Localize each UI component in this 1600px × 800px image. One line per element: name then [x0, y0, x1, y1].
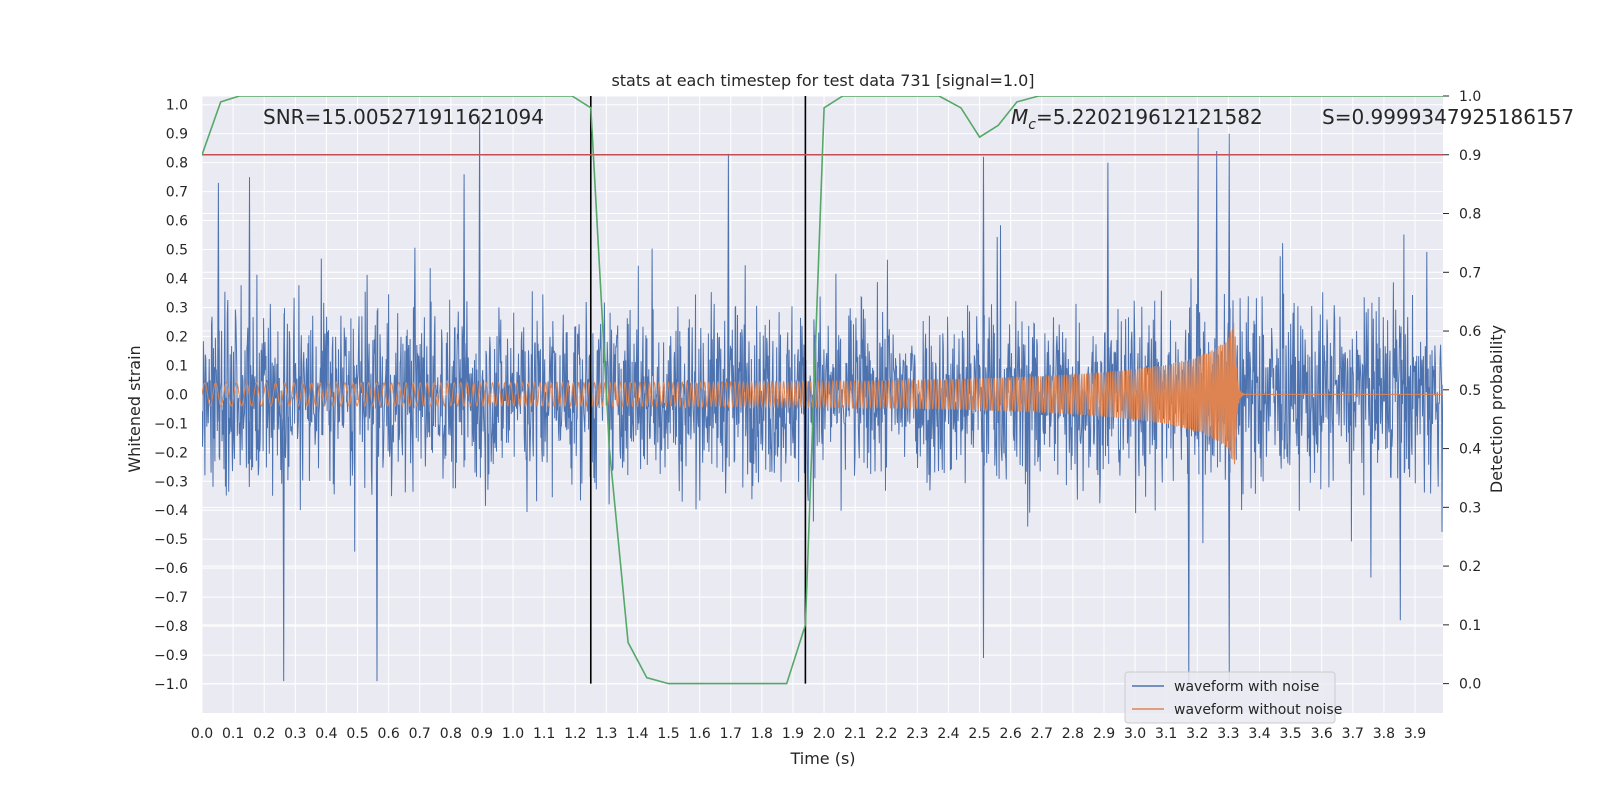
- legend: waveform with noise waveform without noi…: [1124, 671, 1342, 724]
- x-tick-label: 1.7: [720, 726, 742, 742]
- x-tick-label: 1.1: [533, 726, 555, 742]
- y-tick-label: 0.7: [166, 185, 188, 201]
- y-tick-label: 0.0: [166, 387, 188, 403]
- x-tick-label: 2.3: [906, 726, 928, 742]
- x-tick-label: 0.4: [315, 726, 337, 742]
- x-tick-label: 0.2: [253, 726, 275, 742]
- x-tick-label: 0.0: [191, 726, 213, 742]
- x-tick-label: 1.8: [751, 726, 773, 742]
- x-tick-label: 0.8: [440, 726, 462, 742]
- y-tick-label: −0.8: [154, 619, 188, 635]
- snr-annotation: SNR=15.005271911621094: [263, 105, 544, 129]
- x-tick-label: 3.3: [1217, 726, 1239, 742]
- x-tick-label: 1.5: [657, 726, 679, 742]
- y-tick-label: −0.2: [154, 445, 188, 461]
- x-tick-label: 1.6: [689, 726, 711, 742]
- y-tick-label: 0.2: [166, 329, 188, 345]
- x-tick-label: 1.9: [782, 726, 804, 742]
- y2-tick-label: 0.9: [1459, 148, 1481, 164]
- y-tick-label: 0.3: [166, 300, 188, 316]
- series-detection-probability: [202, 96, 1443, 685]
- y2-tick-label: 0.4: [1459, 442, 1481, 458]
- y-tick-label: −0.5: [154, 532, 188, 548]
- s-annotation: S=0.9999347925186157: [1322, 105, 1574, 129]
- legend-box: [1124, 671, 1336, 724]
- legend-label-clean: waveform without noise: [1174, 702, 1342, 718]
- y-tick-label: −0.9: [154, 648, 188, 664]
- y-tick-label: 0.4: [166, 271, 188, 287]
- x-tick-label: 2.2: [875, 726, 897, 742]
- x-tick-label: 3.0: [1124, 726, 1146, 742]
- y-tick-label: 0.8: [166, 156, 188, 172]
- y-tick-label: 0.1: [166, 358, 188, 374]
- x-tick-label: 3.5: [1279, 726, 1301, 742]
- y2-tick-label: 0.7: [1459, 265, 1481, 281]
- y2-tick-label: 0.3: [1459, 500, 1481, 516]
- y-tick-label: −0.3: [154, 474, 188, 490]
- y2-tick-label: 0.6: [1459, 324, 1481, 340]
- x-tick-label: 1.4: [626, 726, 648, 742]
- y-tick-label: 0.9: [166, 127, 188, 143]
- chart-title: stats at each timestep for test data 731…: [611, 71, 1034, 90]
- mc-subscript: c: [1028, 117, 1036, 133]
- y2-tick-label: 0.2: [1459, 559, 1481, 575]
- y-tick-label: 1.0: [166, 98, 188, 114]
- series-waveform-without-noise: [202, 323, 1443, 465]
- x-tick-label: 3.8: [1373, 726, 1395, 742]
- x-tick-label: 0.9: [471, 726, 493, 742]
- y2-tick-label: 0.1: [1459, 618, 1481, 634]
- x-tick-label: 1.0: [502, 726, 524, 742]
- x-tick-label: 2.9: [1093, 726, 1115, 742]
- y-tick-label: −1.0: [154, 677, 188, 693]
- y-tick-label: −0.6: [154, 561, 188, 577]
- x-tick-label: 3.7: [1342, 726, 1364, 742]
- x-tick-label: 2.1: [844, 726, 866, 742]
- x-tick-label: 0.1: [222, 726, 244, 742]
- y-tick-label: −0.4: [154, 503, 188, 519]
- x-tick-label: 2.6: [1000, 726, 1022, 742]
- y2-tick-label: 0.0: [1459, 677, 1481, 693]
- x-tick-label: 3.9: [1404, 726, 1426, 742]
- x-tick-label: 2.7: [1031, 726, 1053, 742]
- x-tick-label: 3.4: [1248, 726, 1270, 742]
- x-tick-label: 2.0: [813, 726, 835, 742]
- x-tick-label: 0.3: [284, 726, 306, 742]
- y2-tick-label: 1.0: [1459, 89, 1481, 105]
- x-tick-label: 1.3: [595, 726, 617, 742]
- chirp-mass-annotation: Mc=5.220219612121582: [1011, 105, 1263, 133]
- x-tick-label: 2.4: [937, 726, 959, 742]
- y-tick-label: 0.6: [166, 214, 188, 230]
- y2-tick-label: 0.8: [1459, 207, 1481, 223]
- y-tick-label: −0.7: [154, 590, 188, 606]
- mc-symbol: M: [1011, 105, 1028, 129]
- y-tick-label: −0.1: [154, 416, 188, 432]
- y-tick-label: 0.5: [166, 243, 188, 259]
- y2-tick-labels: 1.0 0.9 0.8 0.7 0.6 0.5 0.4 0.3 0.2 0.1 0.0: [1443, 89, 1481, 693]
- x-axis-label: Time (s): [789, 749, 855, 768]
- x-tick-label: 0.5: [346, 726, 368, 742]
- x-tick-label: 3.6: [1311, 726, 1333, 742]
- x-tick-label: 2.5: [968, 726, 990, 742]
- x-tick-label: 0.7: [409, 726, 431, 742]
- y-grid: [202, 104, 1443, 685]
- x-tick-label: 0.6: [377, 726, 399, 742]
- x-tick-label: 2.8: [1062, 726, 1084, 742]
- y-axis-label: Whitened strain: [125, 345, 144, 472]
- mc-value: =5.220219612121582: [1036, 105, 1263, 129]
- y-tick-labels: 1.0 0.9 0.8 0.7 0.6 0.5 0.4 0.3 0.2 0.1 0.0 −0.1 −0.…: [154, 98, 188, 693]
- y2-tick-label: 0.5: [1459, 383, 1481, 399]
- y2-axis-label: Detection probability: [1487, 325, 1506, 493]
- x-tick-label: 3.2: [1186, 726, 1208, 742]
- x-tick-labels: 0.0 0.1 0.2 0.3 0.4 0.5 0.6 0.7 0.8 0.9 1.0 1.1 1.2 1…: [191, 726, 1426, 742]
- legend-label-noisy: waveform with noise: [1174, 679, 1319, 695]
- x-tick-label: 1.2: [564, 726, 586, 742]
- x-tick-label: 3.1: [1155, 726, 1177, 742]
